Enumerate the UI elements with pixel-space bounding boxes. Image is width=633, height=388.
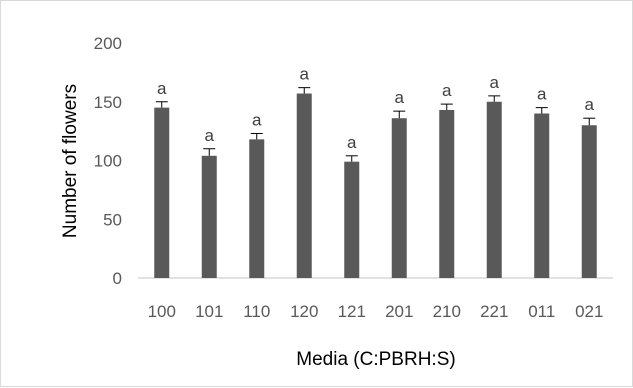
bar — [201, 155, 217, 278]
y-tick-label: 50 — [103, 210, 122, 229]
significance-label: a — [205, 126, 215, 145]
error-bar — [583, 117, 596, 126]
significance-label: a — [442, 81, 452, 100]
bar — [391, 118, 407, 278]
x-tick-label: 110 — [243, 302, 270, 321]
bar — [344, 161, 360, 278]
x-tick-label: 221 — [480, 302, 508, 321]
x-tick-label: 021 — [575, 302, 603, 321]
error-bars — [155, 87, 596, 162]
x-axis-ticks: 100 101 110 120 121 201 210 221 011 021 — [148, 302, 604, 321]
error-bar — [298, 87, 311, 94]
bar — [249, 139, 265, 278]
error-bar — [250, 132, 263, 140]
x-tick-label: 121 — [338, 302, 366, 321]
x-tick-label: 201 — [385, 302, 413, 321]
y-tick-label: 0 — [113, 269, 122, 288]
x-tick-label: 120 — [290, 302, 318, 321]
significance-label: a — [537, 85, 547, 104]
significance-label: a — [252, 110, 262, 129]
bars — [154, 93, 597, 279]
y-tick-label: 200 — [94, 34, 122, 53]
y-tick-label: 150 — [94, 93, 122, 112]
significance-label: a — [490, 73, 500, 92]
y-axis-title: Number of flowers — [60, 84, 81, 238]
error-bar — [203, 148, 216, 156]
x-tick-label: 011 — [528, 302, 555, 321]
bar — [534, 113, 550, 278]
significance-label: a — [395, 88, 405, 107]
significance-label: a — [157, 79, 167, 98]
bar — [439, 109, 455, 278]
error-bar — [155, 101, 168, 108]
error-bar — [440, 103, 453, 110]
bar — [296, 93, 312, 279]
significance-label: a — [300, 65, 310, 84]
x-axis-title: Media (C:PBRH:S) — [296, 349, 455, 370]
bar — [581, 125, 597, 278]
x-tick-label: 100 — [148, 302, 176, 321]
bar — [486, 101, 502, 278]
x-tick-label: 101 — [195, 302, 223, 321]
significance-label: a — [347, 133, 357, 152]
significance-labels: a a a a a a a a a a — [157, 65, 595, 152]
bar — [154, 107, 170, 278]
error-bar — [488, 95, 501, 102]
y-tick-label: 100 — [94, 152, 122, 171]
y-axis-ticks: 0 50 100 150 200 — [94, 34, 122, 288]
x-tick-label: 210 — [433, 302, 461, 321]
significance-label: a — [585, 95, 595, 114]
error-bar — [345, 155, 358, 162]
error-bar — [535, 107, 548, 114]
error-bar — [393, 110, 406, 119]
